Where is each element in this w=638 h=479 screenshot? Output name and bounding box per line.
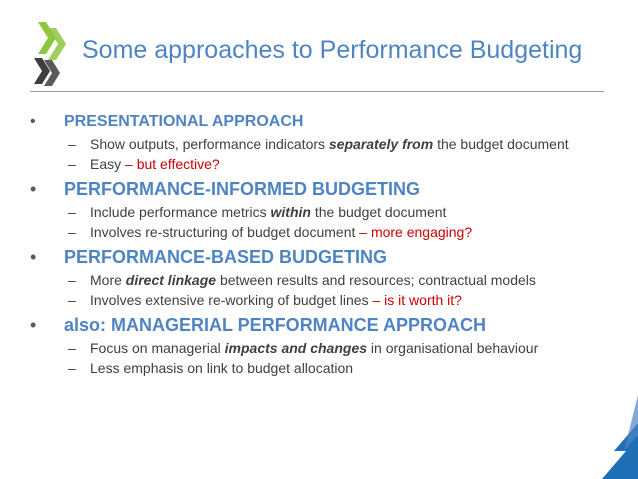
- sub-text: Include performance metrics: [90, 204, 271, 220]
- sub-text: Involves extensive re-working of budget …: [90, 292, 373, 308]
- sub-text: Less emphasis on link to budget allocati…: [90, 360, 354, 376]
- section-presentational: • PRESENTATIONAL APPROACH – Show outputs…: [28, 112, 588, 172]
- sub-item: – Focus on managerial impacts and change…: [28, 341, 588, 356]
- heading-text: also: MANAGERIAL PERFORMANCE APPROACH: [64, 315, 487, 335]
- sub-text: Involves re-structuring of budget docume…: [90, 224, 360, 240]
- slide-content: • PRESENTATIONAL APPROACH – Show outputs…: [28, 112, 588, 382]
- dash-marker: –: [68, 224, 76, 240]
- sub-text: in organisational behaviour: [367, 340, 539, 356]
- section-performance-informed: • PERFORMANCE-INFORMED BUDGETING – Inclu…: [28, 178, 588, 240]
- section-heading: • also: MANAGERIAL PERFORMANCE APPROACH: [28, 314, 588, 336]
- sub-emphasis: direct linkage: [125, 272, 217, 288]
- sub-item: – Involves extensive re-working of budge…: [28, 293, 588, 308]
- sub-highlight: – more engaging?: [359, 224, 473, 240]
- section-heading: • PERFORMANCE-BASED BUDGETING: [28, 246, 588, 268]
- heading-text: PERFORMANCE-INFORMED BUDGETING: [64, 179, 420, 199]
- sub-item: – More direct linkage between results an…: [28, 273, 588, 288]
- bullet-marker: •: [30, 315, 37, 335]
- bullet-marker: •: [30, 247, 37, 267]
- section-performance-based: • PERFORMANCE-BASED BUDGETING – More dir…: [28, 246, 588, 308]
- bullet-marker: •: [30, 113, 36, 130]
- sub-text: More: [90, 272, 126, 288]
- heading-text: PRESENTATIONAL APPROACH: [64, 113, 304, 130]
- sub-item: – Include performance metrics within the…: [28, 205, 588, 220]
- section-heading: • PRESENTATIONAL APPROACH: [28, 112, 588, 132]
- sub-item: – Involves re-structuring of budget docu…: [28, 225, 588, 240]
- section-managerial: • also: MANAGERIAL PERFORMANCE APPROACH …: [28, 314, 588, 376]
- sub-text: Focus on managerial: [90, 340, 225, 356]
- bullet-marker: •: [30, 179, 37, 199]
- sub-emphasis: separately from: [328, 136, 434, 152]
- sub-highlight: – is it worth it?: [372, 292, 462, 308]
- oecd-logo-icon: [34, 22, 66, 86]
- sub-emphasis: impacts and changes: [224, 340, 368, 356]
- corner-decoration-icon: [602, 355, 638, 479]
- dash-marker: –: [68, 156, 76, 172]
- sub-item: – Easy – but effective?: [28, 157, 588, 172]
- dash-marker: –: [68, 272, 76, 288]
- sub-item: – Less emphasis on link to budget alloca…: [28, 361, 588, 376]
- dash-marker: –: [68, 136, 76, 152]
- sub-text: Show outputs, performance indicators: [90, 136, 329, 152]
- dash-marker: –: [68, 340, 76, 356]
- dash-marker: –: [68, 360, 76, 376]
- heading-text: PERFORMANCE-BASED BUDGETING: [64, 247, 388, 267]
- section-heading: • PERFORMANCE-INFORMED BUDGETING: [28, 178, 588, 200]
- sub-item: – Show outputs, performance indicators s…: [28, 137, 588, 152]
- dash-marker: –: [68, 292, 76, 308]
- sub-text: the budget document: [310, 204, 447, 220]
- dash-marker: –: [68, 204, 76, 220]
- sub-emphasis: within: [270, 204, 311, 220]
- slide-title: Some approaches to Performance Budgeting: [82, 36, 583, 64]
- sub-text: between results and resources; contractu…: [216, 272, 536, 288]
- sub-text: Easy: [90, 156, 126, 172]
- sub-highlight: – but effective?: [125, 156, 220, 172]
- title-divider: [30, 91, 604, 92]
- sub-text: the budget document: [433, 136, 569, 152]
